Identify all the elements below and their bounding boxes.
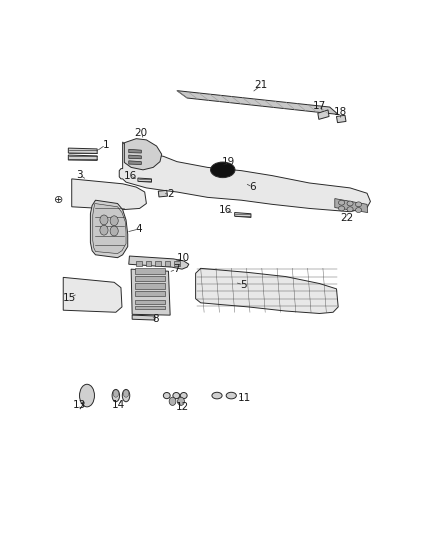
Bar [146,261,151,266]
Ellipse shape [212,392,222,399]
Text: 11: 11 [237,393,251,403]
Ellipse shape [211,162,235,177]
Text: 19: 19 [222,157,235,167]
Polygon shape [138,178,152,182]
Bar [134,306,165,309]
Bar [134,283,165,289]
Polygon shape [129,149,141,153]
Polygon shape [124,139,162,170]
Circle shape [169,397,176,406]
Text: 8: 8 [152,314,159,324]
Bar [134,268,165,274]
Circle shape [100,225,108,235]
Ellipse shape [347,207,353,212]
Polygon shape [131,269,170,315]
Text: 12: 12 [175,402,189,411]
Ellipse shape [180,392,187,399]
Text: 18: 18 [334,107,347,117]
Ellipse shape [124,390,129,397]
Circle shape [100,215,108,225]
Ellipse shape [80,384,95,407]
Bar [155,261,161,266]
Ellipse shape [173,392,180,399]
Text: 15: 15 [62,293,76,303]
Ellipse shape [339,200,345,205]
Text: ⊕: ⊕ [54,195,64,205]
Text: 5: 5 [240,280,247,290]
Text: 16: 16 [124,171,137,181]
Circle shape [110,216,118,225]
Ellipse shape [113,390,119,397]
Text: 3: 3 [76,170,82,180]
Polygon shape [93,204,126,254]
Bar [136,261,141,266]
Text: 22: 22 [341,213,354,223]
Ellipse shape [163,392,170,399]
Circle shape [178,397,184,406]
Text: 21: 21 [254,80,268,90]
Bar [134,300,165,304]
Bar [134,290,165,296]
Text: 10: 10 [177,253,190,263]
Bar [174,261,180,266]
Text: 13: 13 [73,400,86,410]
Polygon shape [177,91,338,115]
Polygon shape [318,110,329,119]
Text: 2: 2 [167,189,173,199]
Text: 1: 1 [102,140,109,150]
Polygon shape [336,115,346,123]
Polygon shape [129,155,141,159]
Polygon shape [235,213,251,217]
Ellipse shape [122,390,130,402]
Polygon shape [196,268,338,313]
Bar [134,276,165,281]
Polygon shape [63,277,122,312]
Ellipse shape [356,202,362,207]
Polygon shape [129,161,141,165]
Text: 17: 17 [313,101,326,111]
Polygon shape [119,142,371,212]
Text: 20: 20 [135,128,148,138]
Polygon shape [90,200,128,257]
Text: 7: 7 [173,264,180,274]
Ellipse shape [347,201,353,206]
Polygon shape [68,155,97,160]
Circle shape [110,226,118,236]
Text: 16: 16 [219,205,232,215]
Polygon shape [68,148,97,154]
Text: 14: 14 [112,400,125,410]
Text: 6: 6 [249,182,256,192]
Bar [165,261,170,266]
Polygon shape [72,179,146,209]
Polygon shape [158,190,167,197]
Polygon shape [132,315,155,320]
Ellipse shape [112,390,120,402]
Text: 4: 4 [136,224,142,234]
Polygon shape [335,199,368,213]
Polygon shape [129,256,189,269]
Ellipse shape [339,206,345,211]
Ellipse shape [226,392,237,399]
Ellipse shape [356,207,362,213]
